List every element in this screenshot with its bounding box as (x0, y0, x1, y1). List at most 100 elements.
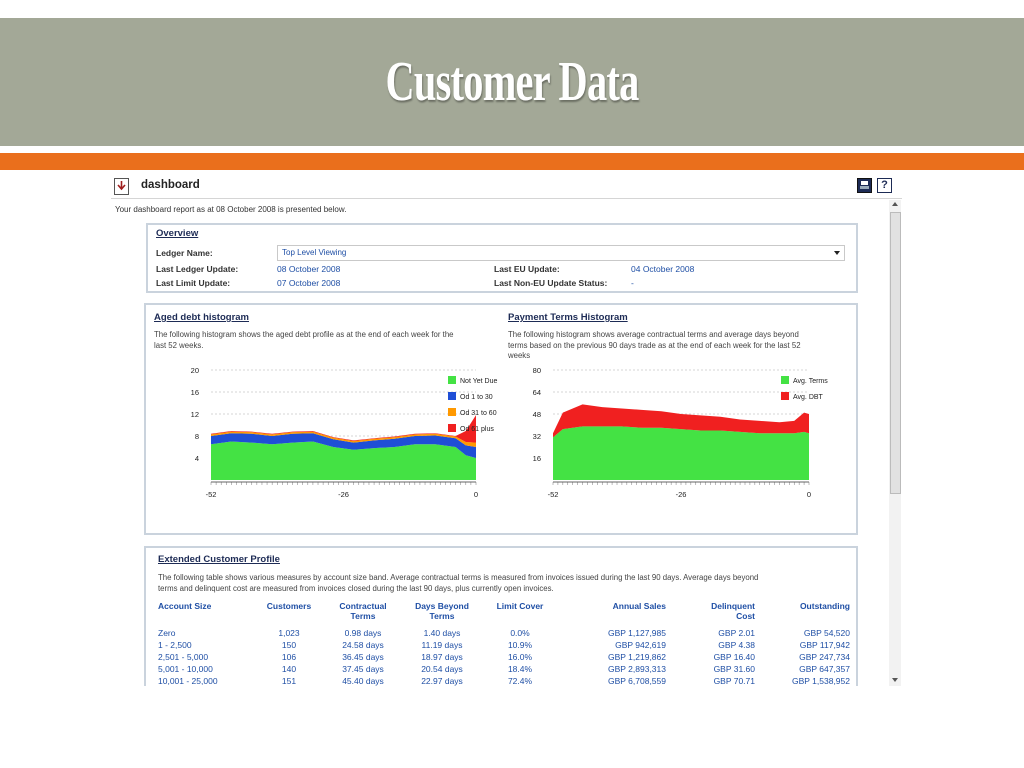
ecp-column-header-line: Customers (266, 601, 312, 611)
ecp-table-cell: GBP 4.38 (718, 640, 755, 650)
aged-debt-ytick-label: 4 (195, 454, 199, 463)
histograms-panel: Aged debt histogram The following histog… (144, 303, 858, 535)
last-ledger-update-value: 08 October 2008 (277, 264, 341, 274)
ecp-table-cell: 151 (281, 676, 297, 686)
ecp-table-cell: 5,001 - 10,000 (158, 664, 213, 674)
ledger-name-select[interactable]: Top Level Viewing (277, 245, 845, 261)
aged-debt-desc-line-2: last 52 weeks. (154, 340, 204, 350)
payment-terms-xtick-label: -26 (676, 490, 687, 499)
payment-terms-xtick-label: -52 (548, 490, 559, 499)
payment-terms-ytick-label: 32 (533, 432, 541, 441)
app-title: dashboard (141, 179, 200, 191)
header-divider (111, 198, 902, 199)
ecp-column-header[interactable]: Annual Sales (576, 601, 666, 611)
last-eu-update-label: Last EU Update: (494, 264, 560, 274)
aged-debt-legend-label: Od 31 to 60 (460, 410, 497, 417)
aged-debt-legend-swatch (448, 424, 456, 432)
ecp-table-cell: 18.4% (507, 664, 533, 674)
aged-debt-ytick-label: 16 (191, 388, 199, 397)
ecp-table-cell: 72.4% (507, 676, 533, 686)
last-non-eu-update-value: - (631, 278, 634, 288)
scroll-thumb[interactable] (890, 212, 901, 494)
aged-debt-chart: 20 16 12 8 4 -52 -26 0 Not Yet Due Od 1 to 30 Od 3… (191, 366, 498, 499)
ecp-table-cell: 1.40 days (423, 628, 461, 638)
payment-terms-area-1 (553, 426, 809, 480)
ecp-table-cell: 11.19 days (421, 640, 463, 650)
ecp-column-header[interactable]: Account Size (158, 601, 248, 611)
ecp-column-header[interactable]: Days Beyond Terms (408, 601, 476, 621)
ecp-column-header[interactable]: Delinquent Cost (689, 601, 755, 621)
payment-terms-ytick-label: 80 (533, 366, 541, 375)
last-non-eu-update-label: Last Non-EU Update Status: (494, 278, 608, 288)
ecp-table-cell: GBP 1,127,985 (608, 628, 666, 638)
ecp-table-cell: GBP 2,893,313 (608, 664, 666, 674)
aged-debt-ytick-label: 8 (195, 432, 199, 441)
last-limit-update-value: 07 October 2008 (277, 278, 341, 288)
ecp-table-cell: 22.97 days (421, 676, 463, 686)
aged-debt-xtick-label: -52 (206, 490, 217, 499)
aged-debt-legend-swatch (448, 392, 456, 400)
ecp-table-cell: GBP 1,219,862 (608, 652, 666, 662)
ecp-column-header-line: Terms (429, 611, 455, 621)
ecp-table-cell: 24.58 days (342, 640, 384, 650)
ecp-column-header-line: Contractual (339, 601, 387, 611)
aged-debt-legend-swatch (448, 376, 456, 384)
payment-terms-legend-label: Avg. DBT (793, 394, 824, 401)
ecp-column-header-line: Outstanding (799, 601, 850, 611)
ecp-heading: Extended Customer Profile (158, 554, 280, 565)
ecp-column-header-line: Cost (736, 611, 755, 621)
ecp-table-cell: 45.40 days (342, 676, 384, 686)
aged-debt-xtick-label: -26 (338, 490, 349, 499)
ecp-table-cell: GBP 16.40 (713, 652, 755, 662)
ecp-table-cell: GBP 2.01 (718, 628, 755, 638)
ecp-desc-line-2: terms and delinquent cost are measured f… (158, 583, 554, 593)
ecp-column-header[interactable]: Limit Cover (489, 601, 551, 611)
vertical-scrollbar[interactable] (889, 200, 901, 686)
ecp-column-header-line: Limit Cover (496, 601, 544, 611)
title-banner (0, 18, 1024, 146)
ecp-table-cell: 0.98 days (344, 628, 382, 638)
scroll-down-arrow[interactable] (892, 678, 898, 682)
ecp-column-header-line: Delinquent (711, 601, 755, 611)
ecp-table-cell: 150 (281, 640, 297, 650)
report-subtitle: Your dashboard report as at 08 October 2… (115, 205, 347, 214)
ecp-table-cell: 36.45 days (342, 652, 384, 662)
aged-debt-xtick-label: 0 (474, 490, 478, 499)
payment-terms-legend-swatch (781, 392, 789, 400)
ledger-name-label: Ledger Name: (156, 248, 213, 258)
aged-debt-legend-swatch (448, 408, 456, 416)
aged-debt-legend-label: Od 1 to 30 (460, 394, 493, 401)
ecp-column-header-line: Terms (350, 611, 376, 621)
ecp-table-cell: 20.54 days (421, 664, 463, 674)
ecp-table-cell: Zero (158, 628, 176, 638)
scroll-up-arrow[interactable] (892, 202, 898, 206)
ecp-column-header[interactable]: Customers (249, 601, 329, 611)
aged-debt-legend-label: Not Yet Due (460, 378, 497, 385)
ecp-description: The following table shows various measur… (158, 573, 758, 594)
ecp-table-cell: 2,501 - 5,000 (158, 652, 209, 662)
payment-terms-desc-line-3: weeks (508, 351, 531, 360)
ecp-table-cell: GBP 942,619 (615, 640, 666, 650)
ecp-table-cell: GBP 54,520 (803, 628, 850, 638)
ecp-table-cell: 1,023 (278, 628, 300, 638)
ecp-table-cell: GBP 647,357 (799, 664, 850, 674)
payment-terms-ytick-label: 64 (533, 388, 541, 397)
ecp-column-header[interactable]: Outstanding (782, 601, 850, 611)
payment-terms-legend-label: Avg. Terms (793, 378, 828, 385)
ecp-table-cell: 37.45 days (342, 664, 384, 674)
ecp-table-cell: 10,001 - 25,000 (158, 676, 218, 686)
help-icon[interactable]: ? (877, 178, 892, 193)
payment-terms-heading: Payment Terms Histogram (508, 312, 628, 323)
payment-terms-ytick-label: 16 (533, 454, 541, 463)
payment-terms-legend-swatch (781, 376, 789, 384)
print-icon[interactable] (857, 178, 872, 193)
ecp-column-header[interactable]: Contractual Terms (329, 601, 397, 621)
extended-customer-profile-panel: Extended Customer Profile The following … (144, 546, 858, 686)
dashboard-page-icon (114, 178, 129, 195)
aged-debt-legend-label: Od 61 plus (460, 426, 494, 433)
dashboard-screenshot: dashboard ? Your dashboard report as at … (111, 176, 902, 686)
last-limit-update-label: Last Limit Update: (156, 278, 231, 288)
payment-terms-ytick-label: 48 (533, 410, 541, 419)
payment-terms-desc-line-2: terms based on the previous 90 days trad… (508, 340, 801, 350)
ecp-desc-line-1: The following table shows various measur… (158, 573, 759, 582)
